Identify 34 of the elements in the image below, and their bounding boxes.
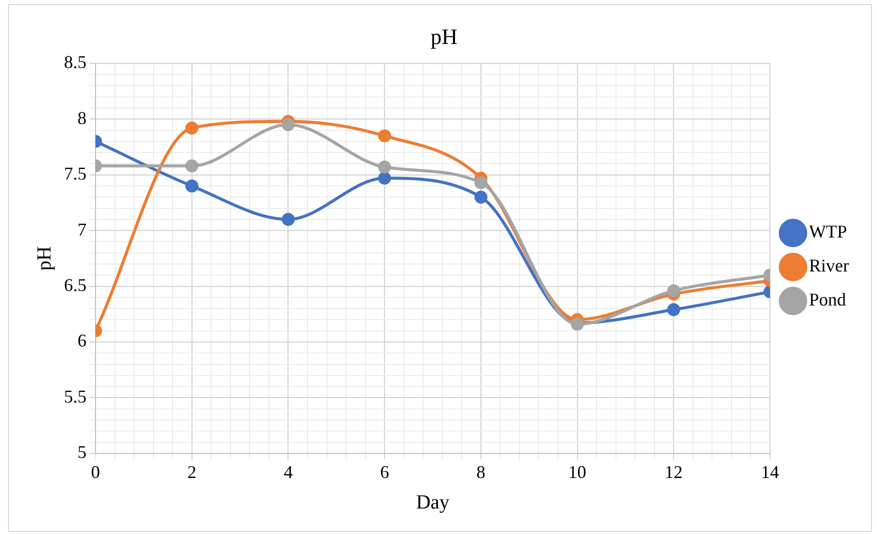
point <box>667 284 680 298</box>
y-tick-label: 6.5 <box>64 274 86 295</box>
x-tick-label: 14 <box>761 462 780 482</box>
point <box>185 122 198 135</box>
x-tick-label: 6 <box>380 462 390 482</box>
point <box>378 160 392 174</box>
point <box>667 303 680 316</box>
legend-label: WTP <box>809 222 848 242</box>
y-tick-label: 6 <box>78 330 86 351</box>
y-tick-label: 8.5 <box>64 52 86 72</box>
point <box>185 179 198 192</box>
point <box>474 176 488 190</box>
legend-label: River <box>809 256 850 276</box>
point <box>474 190 488 204</box>
point <box>185 159 198 172</box>
x-tick-label: 10 <box>568 462 586 482</box>
x-tick-label: 2 <box>187 462 196 482</box>
y-axis-title: pH <box>33 246 56 271</box>
y-tick-label: 5 <box>78 442 86 462</box>
x-axis-title: Day <box>416 491 450 514</box>
x-tick-label: 0 <box>91 462 100 482</box>
y-tick-label: 7.5 <box>64 164 86 184</box>
legend-label: Pond <box>809 290 846 310</box>
point <box>282 118 295 132</box>
y-tick-label: 8 <box>78 108 86 128</box>
y-tick-label: 7 <box>78 219 86 240</box>
x-tick-label: 4 <box>284 462 293 482</box>
point <box>378 172 392 185</box>
x-tick-label: 8 <box>476 462 486 482</box>
chart-title: pH <box>430 24 458 49</box>
point <box>378 129 392 142</box>
x-tick-label: 12 <box>664 462 683 482</box>
point <box>282 212 295 226</box>
y-tick-label: 5.5 <box>64 386 86 406</box>
